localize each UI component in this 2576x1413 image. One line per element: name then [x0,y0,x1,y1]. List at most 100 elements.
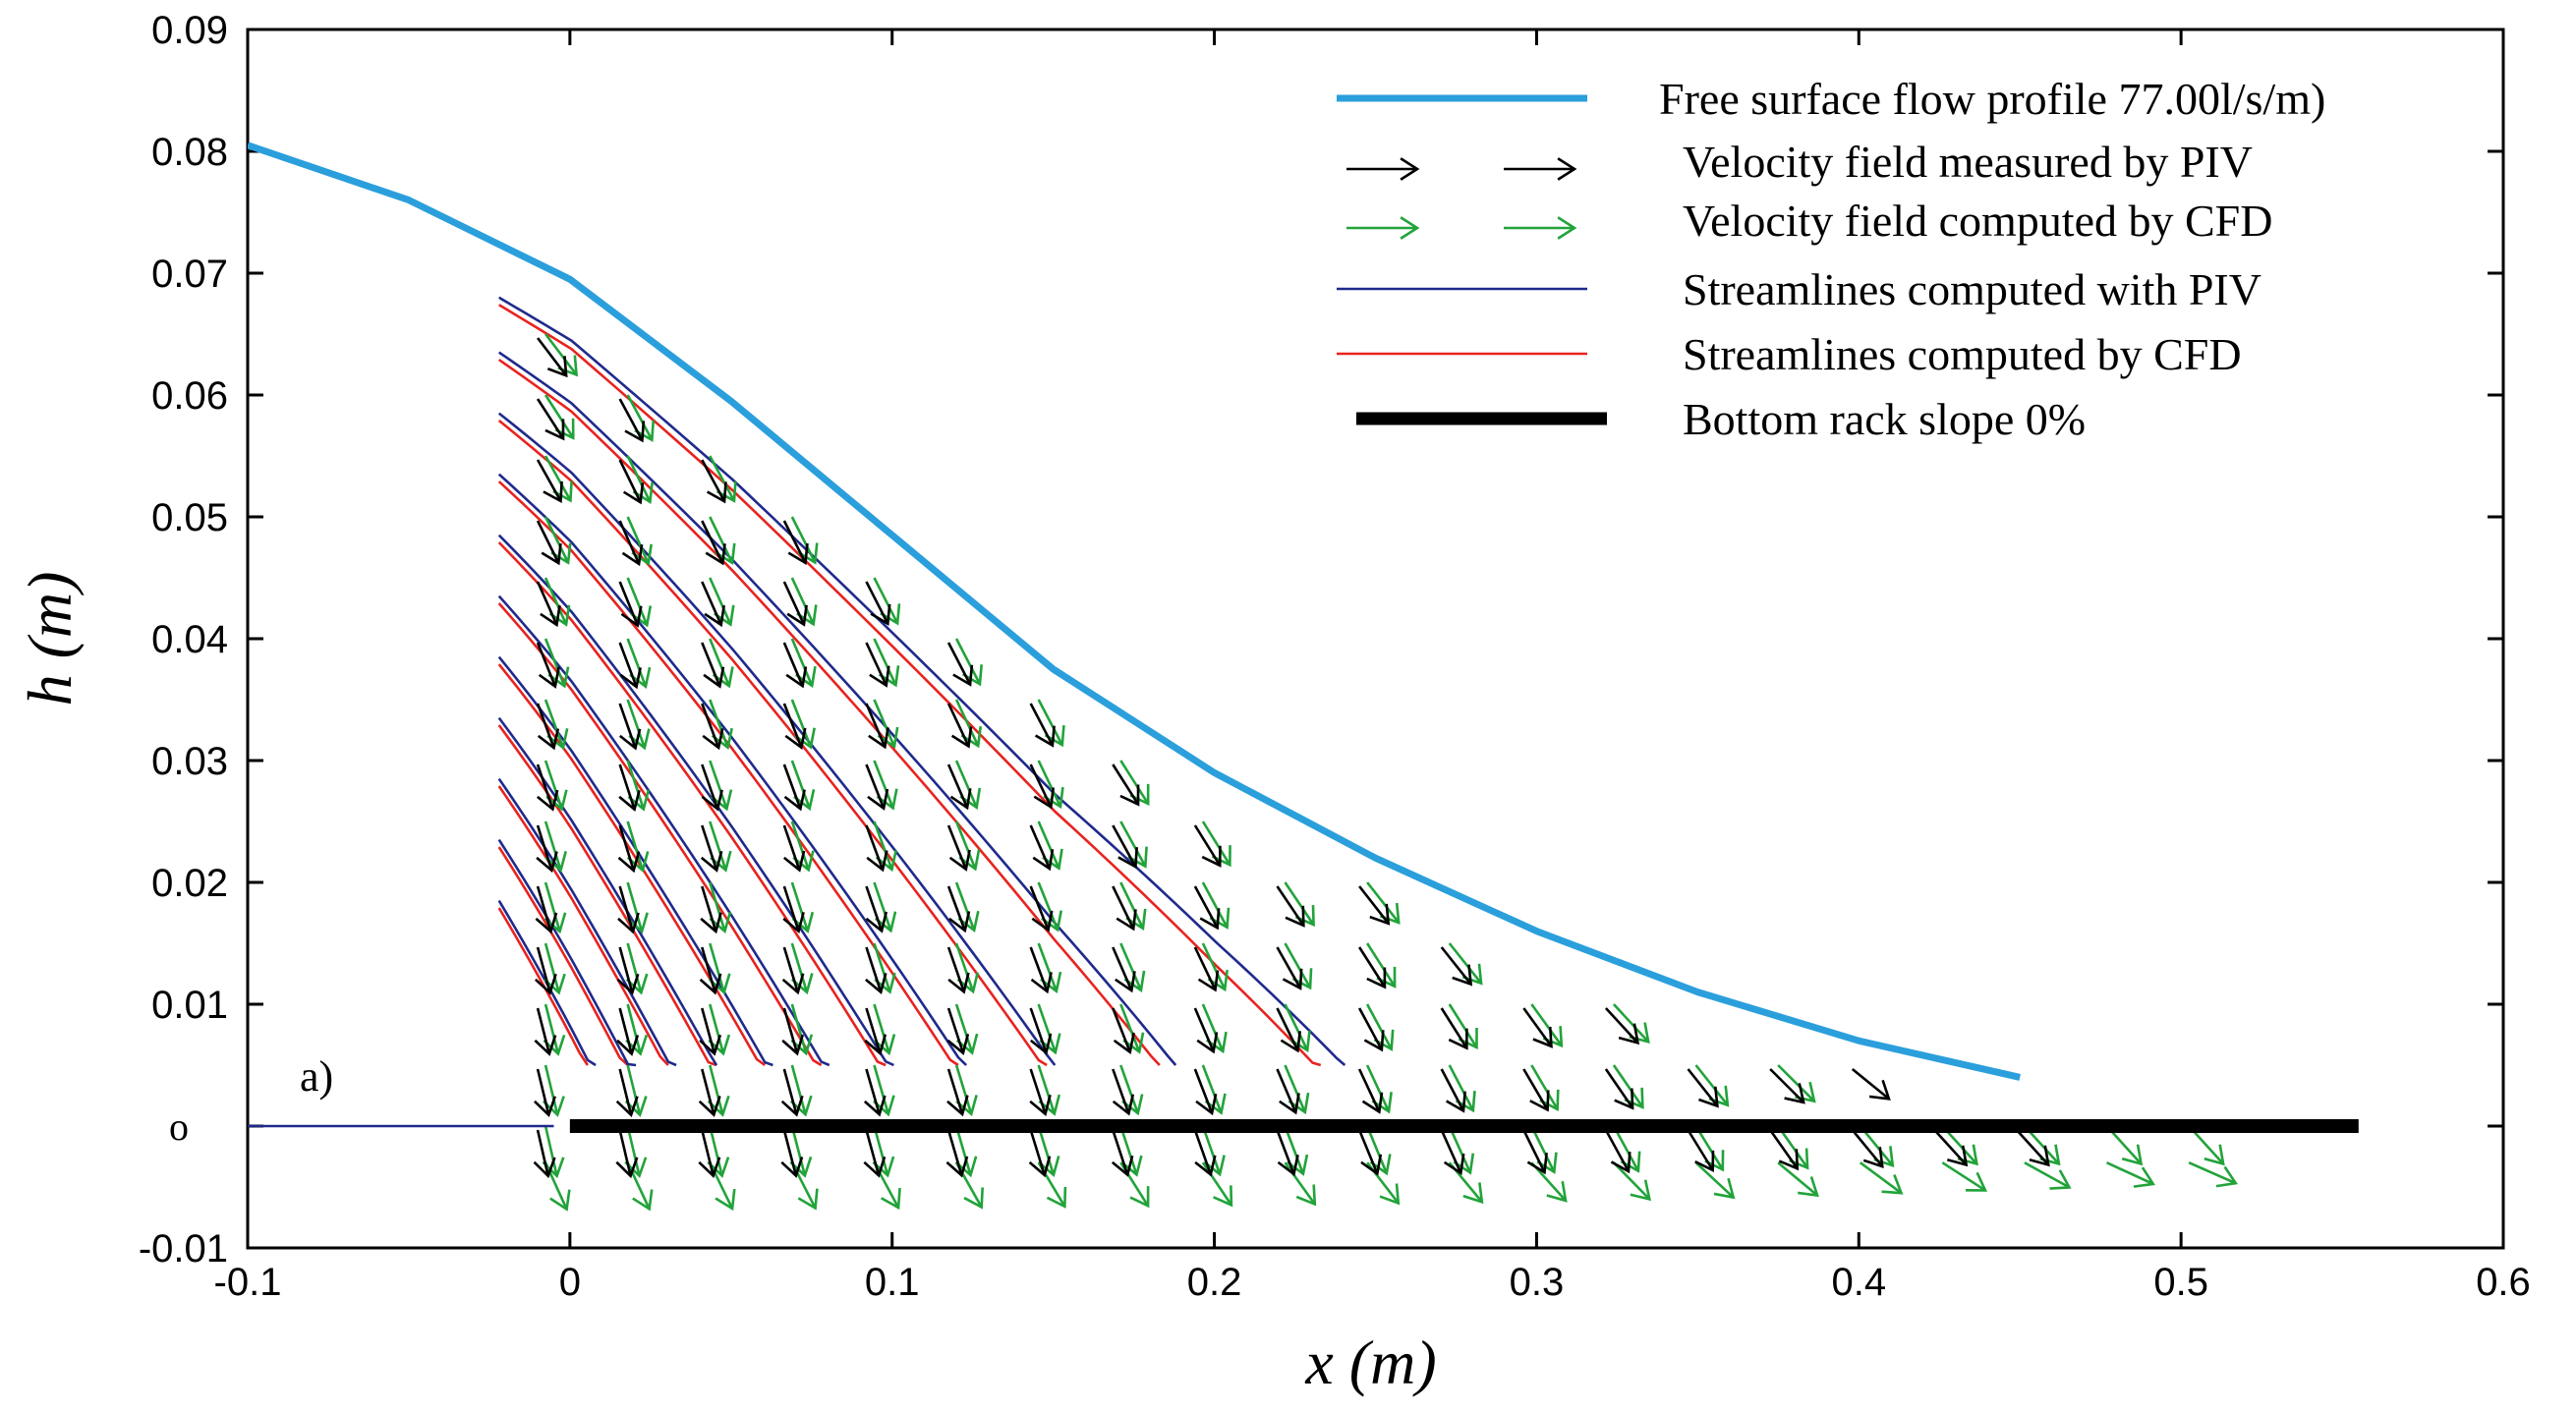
piv-arrow-shaft [946,946,966,992]
piv-streamlines [497,296,1346,1067]
piv-arrow-head [706,481,727,504]
cfd-arrow [790,638,817,689]
cfd-arrow-head [956,972,979,994]
cfd-arrow [1119,1125,1143,1177]
piv-arrow-shaft [701,1068,716,1115]
piv-arrow-shaft [1604,1129,1631,1172]
cfd-arrow-shaft [2024,1161,2071,1189]
cfd-streamline [497,602,823,1067]
cfd-arrow [1612,1161,1651,1202]
cfd-arrow [1284,1003,1311,1052]
piv-arrow [781,1007,804,1056]
piv-arrow-shaft [1276,1068,1297,1113]
cfd-arrow-head [1455,1091,1476,1113]
cfd-arrow-head [954,1156,978,1178]
cfd-arrow-shaft [544,699,565,749]
cfd-arrow [790,820,815,873]
cfd-arrow [872,1125,895,1178]
cfd-arrow [1201,1003,1228,1054]
cfd-arrow-shaft [1366,942,1397,988]
piv-arrow [865,763,889,811]
cfd-velocity-arrows [542,333,2238,1212]
piv-arrow [617,824,641,874]
piv-arrow-head [1115,971,1136,993]
cfd-arrow-shaft [1448,1003,1478,1048]
piv-arrow-shaft [946,703,970,747]
cfd-arrow-shaft [626,760,646,810]
piv-arrow-shaft [536,763,554,810]
piv-arrow-shaft [536,703,555,749]
cfd-arrow [544,638,570,689]
piv-arrow-shaft [1358,946,1387,989]
cfd-streamline [497,724,717,1067]
cfd-arrow [1612,1003,1650,1045]
cfd-arrow-head [790,973,814,995]
x-axis-title: x (m) [1304,1328,1436,1397]
piv-arrow-head [869,665,890,688]
piv-arrow [1357,1007,1385,1052]
piv-arrow-head [534,1035,557,1056]
cfd-arrow-shaft [1201,942,1227,990]
piv-arrow-head [1862,1147,1884,1168]
cfd-arrow-head [1123,970,1146,992]
legend-label: Streamlines computed by CFD [1683,329,2242,379]
piv-arrow-head [863,1095,887,1117]
piv-arrow-head [781,973,805,995]
cfd-arrow-head [2215,1165,2238,1188]
cfd-arrow-head [716,480,737,503]
cfd-arrow-head [1789,1148,1809,1170]
cfd-arrow-shaft [626,881,644,933]
piv-arrow-shaft [701,885,717,933]
cfd-arrow-head [1873,1146,1895,1168]
cfd-arrow-shaft [1119,881,1145,930]
piv-arrow-head [541,543,562,566]
piv-arrow-shaft [701,703,720,749]
cfd-arrow-shaft [626,699,647,749]
piv-arrow [536,763,559,812]
y-tick-label: -0.01 [139,1227,228,1271]
piv-arrow-shaft [1604,1068,1634,1109]
cfd-arrow-head [542,1157,565,1179]
legend-item: Velocity field computed by CFD [1346,196,2272,246]
cfd-arrow-shaft [2188,1161,2237,1185]
cfd-arrow-head [873,1095,895,1117]
x-tick-label: 0.3 [1510,1261,1565,1304]
cfd-arrow-shaft [1694,1161,1735,1199]
cfd-arrow-head [1629,1022,1650,1045]
legend-item: Streamlines computed by CFD [1337,329,2242,379]
piv-arrow-head [1279,1093,1300,1115]
cfd-arrow-shaft [709,1003,725,1054]
cfd-arrow [873,577,901,626]
piv-arrow-shaft [1029,1007,1048,1053]
cfd-arrow-shaft [790,1064,807,1115]
cfd-arrow [544,394,575,440]
piv-arrow-shaft [865,763,886,810]
piv-arrow-head [703,666,725,689]
cfd-arrow-head [872,1156,895,1178]
piv-arrow-head [2029,1145,2050,1167]
cfd-arrow-head [544,973,566,995]
cfd-arrow [1037,699,1065,748]
cfd-arrow-head [544,912,567,934]
piv-arrow [863,1068,887,1117]
cfd-arrow-shaft [626,942,643,993]
piv-arrow [1029,1068,1052,1116]
cfd-streamlines [497,304,1322,1067]
cfd-arrow-head [1042,848,1063,871]
piv-arrow [1112,946,1136,993]
cfd-arrow [544,699,569,751]
piv-arrow-shaft [1851,1129,1884,1167]
cfd-arrow [542,1125,565,1179]
piv-arrow [1604,1007,1640,1046]
piv-arrow-shaft [782,885,800,933]
legend-item: Velocity field measured by PIV [1346,137,2253,187]
cfd-arrow-shaft [954,1003,974,1053]
cfd-arrow-shaft [709,1125,723,1176]
piv-arrow [1028,1129,1052,1178]
piv-arrow-head [1694,1150,1715,1172]
piv-arrow [534,1068,556,1118]
cfd-arrow [709,638,734,689]
cfd-arrow-head [873,1034,896,1056]
axis-ticks [246,28,2505,1250]
cfd-arrow-shaft [1037,1003,1058,1053]
